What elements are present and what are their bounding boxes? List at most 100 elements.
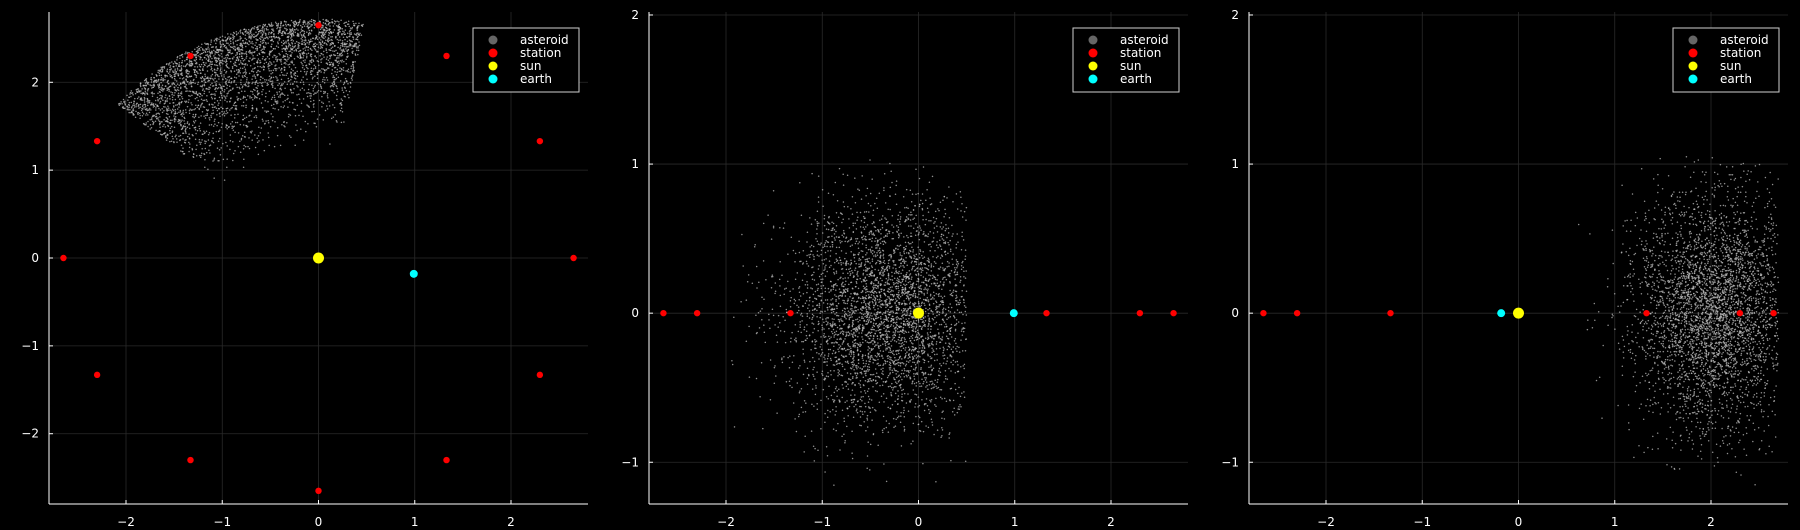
asteroid-point — [838, 338, 841, 340]
asteroid-point — [938, 335, 940, 338]
asteroid-point — [333, 81, 335, 83]
asteroid-point — [892, 281, 895, 284]
asteroid-point — [900, 399, 903, 402]
asteroid-point — [181, 115, 184, 117]
asteroid-point — [195, 132, 197, 135]
asteroid-point — [352, 20, 354, 23]
asteroid-point — [181, 100, 183, 103]
asteroid-point — [304, 43, 307, 46]
asteroid-point — [186, 135, 189, 138]
asteroid-point — [846, 302, 848, 305]
asteroid-point — [226, 79, 228, 81]
asteroid-point — [255, 116, 258, 119]
asteroid-point — [194, 114, 197, 116]
asteroid-point — [288, 35, 290, 38]
asteroid-point — [328, 31, 330, 34]
asteroid-point — [175, 90, 178, 92]
asteroid-point — [166, 70, 168, 72]
asteroid-point — [335, 25, 338, 27]
asteroid-point — [228, 75, 231, 78]
asteroid-point — [152, 84, 154, 86]
asteroid-point — [892, 249, 895, 251]
asteroid-point — [246, 32, 248, 34]
asteroid-point — [877, 329, 879, 332]
asteroid-point — [887, 310, 889, 313]
asteroid-point — [146, 92, 149, 94]
asteroid-point — [294, 66, 297, 69]
asteroid-point — [268, 23, 270, 26]
asteroid-point — [872, 328, 874, 331]
asteroid-point — [213, 177, 215, 179]
asteroid-point — [139, 106, 141, 108]
asteroid-point — [248, 137, 250, 139]
asteroid-point — [146, 104, 149, 107]
asteroid-point — [276, 134, 279, 137]
asteroid-point — [264, 37, 267, 39]
asteroid-point — [260, 127, 263, 129]
asteroid-point — [221, 39, 223, 41]
asteroid-point — [214, 53, 216, 55]
asteroid-point — [903, 259, 905, 262]
asteroid-point — [283, 105, 286, 107]
asteroid-point — [316, 118, 319, 120]
asteroid-point — [329, 25, 331, 27]
asteroid-point — [170, 125, 173, 128]
asteroid-point — [835, 298, 837, 301]
asteroid-point — [123, 107, 125, 110]
asteroid-point — [321, 106, 323, 108]
asteroid-point — [256, 87, 258, 90]
asteroid-point — [961, 231, 963, 233]
asteroid-point — [959, 276, 962, 278]
asteroid-point — [142, 92, 145, 95]
asteroid-point — [176, 112, 178, 115]
asteroid-point — [332, 31, 335, 34]
asteroid-point — [859, 211, 862, 214]
asteroid-point — [233, 125, 235, 127]
asteroid-point — [891, 382, 893, 385]
asteroid-point — [248, 85, 250, 87]
asteroid-point — [909, 219, 912, 221]
earth-point — [409, 269, 418, 278]
asteroid-point — [348, 39, 351, 41]
asteroid-point — [234, 150, 236, 152]
asteroid-point — [928, 312, 930, 315]
asteroid-point — [868, 347, 871, 349]
asteroid-point — [829, 348, 832, 351]
asteroid-point — [185, 83, 187, 86]
asteroid-point — [226, 166, 228, 169]
asteroid-point — [202, 88, 204, 90]
asteroid-point — [226, 107, 229, 110]
asteroid-point — [916, 305, 918, 308]
asteroid-point — [280, 41, 283, 43]
asteroid-point — [141, 88, 143, 90]
asteroid-point — [253, 36, 255, 38]
asteroid-point — [315, 92, 317, 94]
asteroid-point — [231, 67, 234, 70]
asteroid-point — [158, 83, 161, 85]
asteroid-point — [866, 341, 869, 343]
asteroid-point — [858, 382, 860, 385]
asteroid-point — [865, 308, 868, 311]
asteroid-point — [206, 48, 208, 50]
asteroid-point — [870, 250, 872, 252]
asteroid-point — [285, 42, 287, 44]
asteroid-point — [938, 209, 940, 212]
asteroid-point — [139, 84, 142, 87]
asteroid-point — [183, 120, 185, 122]
asteroid-point — [341, 111, 344, 113]
asteroid-point — [921, 292, 923, 294]
asteroid-point — [864, 238, 866, 240]
asteroid-point — [172, 62, 175, 65]
asteroid-point — [912, 227, 915, 229]
asteroid-point — [938, 306, 940, 308]
asteroid-point — [156, 104, 158, 106]
asteroid-point — [210, 68, 212, 71]
asteroid-point — [173, 115, 175, 117]
asteroid-point — [220, 85, 222, 88]
asteroid-point — [287, 115, 290, 118]
asteroid-point — [227, 126, 230, 128]
asteroid-point — [196, 66, 199, 68]
asteroid-point — [908, 303, 911, 305]
asteroid-point — [876, 277, 878, 279]
asteroid-point — [772, 314, 775, 317]
